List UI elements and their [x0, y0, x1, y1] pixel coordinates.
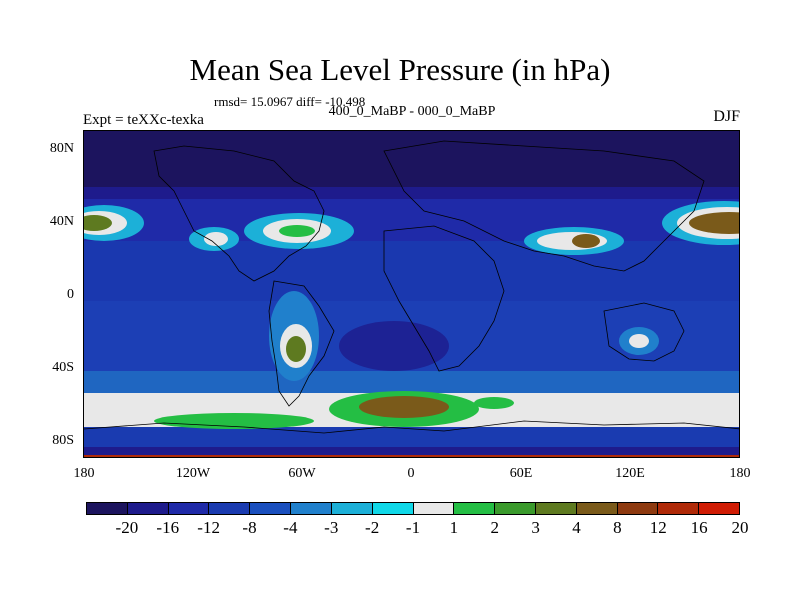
colorbar-label: -12 [197, 518, 220, 537]
lat-tick-80s: 80S [52, 433, 74, 448]
lon-tick-60e: 60E [509, 466, 533, 481]
lon-tick-0: 0 [407, 466, 415, 481]
colorbar-box [87, 503, 128, 514]
lon-tick-60w: 60W [288, 466, 316, 481]
coastlines [84, 140, 739, 434]
experiment-label: Expt = teXXc-texka [83, 112, 204, 128]
australia-high-core [629, 334, 649, 348]
north-america-high-core [204, 232, 228, 246]
lon-tick-120w: 120W [175, 466, 211, 481]
north-pacific-high-east-center [689, 212, 739, 234]
plot-title: Mean Sea Level Pressure (in hPa) [189, 52, 611, 87]
northern-subtropic-band [84, 241, 739, 301]
colorbar-box [495, 503, 536, 514]
south-atlantic-low [339, 321, 449, 371]
map-panel [83, 130, 740, 458]
colorbar-label: 1 [449, 518, 459, 537]
colorbar-label: -16 [156, 518, 180, 537]
lat-tick-80n: 80N [49, 141, 74, 156]
plot-subtitle: 400_0_MaBP - 000_0_MaBP [328, 104, 496, 119]
colorbar-box [209, 503, 251, 514]
lat-tick-40s: 40S [52, 360, 74, 375]
arctic-transition-band [84, 187, 739, 199]
colorbar-label: 16 [690, 518, 708, 537]
lon-tick-120e: 120E [615, 466, 645, 481]
colorbar-box [331, 503, 373, 514]
colorbar-label: -20 [115, 518, 139, 537]
antarctic-margin [84, 447, 739, 457]
antarctica-coast [84, 420, 739, 434]
colorbar-label: 12 [649, 518, 667, 537]
southern-ocean-high-indian [474, 397, 514, 409]
colorbar-box [617, 503, 659, 514]
colorbar-box [291, 503, 332, 514]
colorbar-box [127, 503, 169, 514]
season-label: DJF [713, 108, 740, 125]
colorbar-label: 4 [572, 518, 581, 537]
north-pacific-high-west-center [84, 215, 112, 231]
colorbar-label: 2 [490, 518, 500, 537]
colorbar-box [658, 503, 700, 514]
colorbar-box [454, 503, 496, 514]
south-america-coast [268, 280, 335, 407]
colorbar-box [372, 503, 414, 514]
colorbar-box [535, 503, 577, 514]
colorbar-box [413, 503, 455, 514]
north-america-coast [153, 145, 325, 282]
colorbar-label: -3 [324, 518, 339, 537]
lon-tick-180w: 180 [73, 466, 95, 481]
colorbar-label: 3 [531, 518, 540, 537]
stats-line: rmsd= 15.0967 diff= -10.498 [214, 94, 366, 109]
colorbar-box [168, 503, 210, 514]
colorbar-label: -4 [283, 518, 298, 537]
eurasia-coast [383, 140, 705, 272]
lon-tick-180e: 180 [729, 466, 751, 481]
africa-coast [383, 225, 505, 372]
south-america-high-center [286, 336, 306, 362]
colorbar [86, 502, 740, 515]
colorbar-label: 20 [731, 518, 749, 537]
colorbar-label: 8 [613, 518, 622, 537]
arctic-low-band [84, 131, 739, 193]
southern-ocean-high-atlantic-core [359, 396, 449, 418]
colorbar-label: -2 [365, 518, 380, 537]
lat-tick-eq: 0 [67, 287, 74, 302]
pressure-field [84, 131, 739, 457]
colorbar-box [576, 503, 618, 514]
colorbar-box [250, 503, 292, 514]
colorbar-label: -1 [405, 518, 421, 537]
southern-ocean-high-pacific [154, 413, 314, 429]
asia-high-center [572, 234, 600, 248]
australia-coast [603, 302, 685, 362]
north-atlantic-high-center [279, 225, 315, 237]
antarctic-edge-strip [84, 455, 739, 457]
colorbar-label: -8 [242, 518, 257, 537]
lat-tick-40n: 40N [49, 214, 74, 229]
colorbar-box [699, 503, 739, 514]
